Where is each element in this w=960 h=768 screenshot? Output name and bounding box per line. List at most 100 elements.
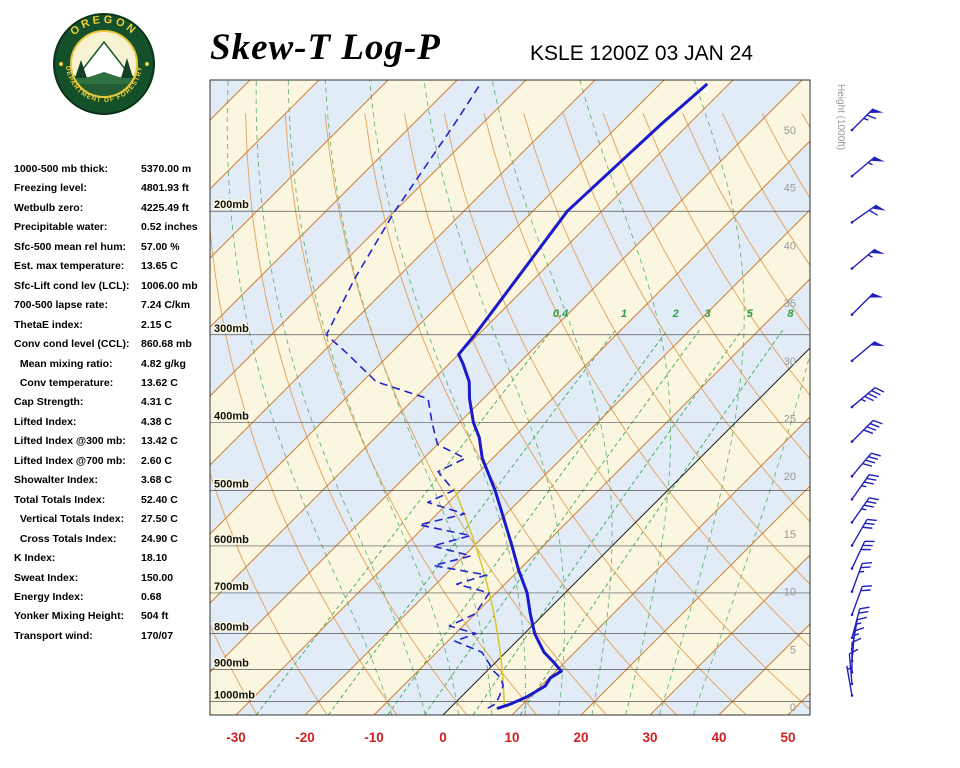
svg-text:5: 5 (747, 308, 754, 320)
index-row: Showalter Index: 3.68 C (14, 471, 214, 490)
wind-barb (850, 561, 873, 593)
svg-text:20: 20 (784, 471, 796, 483)
wind-barb (850, 156, 885, 178)
svg-text:-30: -30 (226, 730, 246, 745)
index-row: Lifted Index @700 mb: 2.60 C (14, 452, 214, 471)
svg-text:-20: -20 (295, 730, 315, 745)
index-label: Transport wind: (14, 629, 93, 642)
pressure-axis-labels: 200mb 300mb 400mb 500mb 600mb 700mb 800mb 900mb… (213, 198, 257, 703)
svg-text:35: 35 (784, 298, 796, 310)
wind-barb (850, 452, 881, 478)
index-row: Conv temperature: 13.62 C (14, 374, 214, 393)
index-label: Est. max temperature: (14, 260, 125, 273)
index-label: Lifted Index: (14, 415, 77, 428)
index-row: Vertical Totals Index: 27.50 C (14, 510, 214, 529)
index-value: 13.62 C (141, 376, 178, 389)
logo-dot-right (145, 62, 149, 66)
index-value: 7.24 C/km (141, 299, 191, 312)
index-value: 4.82 g/kg (141, 357, 186, 370)
index-row: Transport wind: 170/07 (14, 627, 214, 646)
index-label: Total Totals Index: (14, 493, 106, 506)
index-value: 2.15 C (141, 318, 172, 331)
index-row: Est. max temperature: 13.65 C (14, 257, 214, 276)
index-label: 700-500 lapse rate: (14, 299, 108, 312)
wind-barb (850, 585, 873, 616)
wind-barb (850, 292, 884, 316)
index-row: Total Totals Index: 52.40 C (14, 491, 214, 510)
logo-dot-left (59, 62, 63, 66)
svg-text:-10: -10 (364, 730, 384, 745)
wind-barb (850, 248, 885, 270)
index-row: Energy Index: 0.68 (14, 588, 214, 607)
svg-text:0: 0 (790, 702, 796, 714)
wind-barb (850, 387, 885, 409)
wind-barb (850, 606, 870, 640)
index-label: Conv temperature: (14, 376, 114, 389)
index-label: ThetaE index: (14, 318, 83, 331)
index-value: 0.52 inches (141, 221, 198, 234)
svg-text:40: 40 (784, 240, 796, 252)
index-value: 52.40 C (141, 493, 178, 506)
index-row: Sfc-500 mean rel hum: 57.00 % (14, 238, 214, 257)
plot-border (209, 79, 811, 716)
index-value: 4801.93 ft (141, 182, 189, 195)
height-axis-labels: 0 5 10 15 20 25 30 35 40 45 50 Height (1000ft) (784, 84, 846, 714)
index-row: Lifted Index: 4.38 C (14, 413, 214, 432)
index-value: 24.90 C (141, 532, 178, 545)
index-row: Freezing level: 4801.93 ft (14, 179, 214, 198)
wind-barb (850, 340, 885, 363)
svg-text:1000mb: 1000mb (214, 690, 255, 702)
odf-logo: OREGON DEPARTMENT OF FORESTRY (52, 12, 156, 121)
index-row: Precipitable water: 0.52 inches (14, 218, 214, 237)
svg-text:1: 1 (621, 308, 627, 320)
index-value: 5370.00 m (141, 163, 192, 175)
index-row: Sfc-Lift cond lev (LCL): 1006.00 mb (14, 277, 214, 296)
index-value: 2.60 C (141, 454, 172, 467)
wind-barb (850, 204, 886, 224)
svg-text:25: 25 (784, 414, 796, 426)
index-row: 1000-500 mb thick: 5370.00 m (14, 160, 214, 179)
index-value: 150.00 (141, 571, 174, 584)
index-label: Cross Totals Index: (14, 532, 117, 545)
svg-text:45: 45 (784, 183, 796, 195)
svg-text:40: 40 (711, 730, 726, 745)
index-row: Wetbulb zero: 4225.49 ft (14, 199, 214, 218)
station-datetime: KSLE 1200Z 03 JAN 24 (530, 42, 753, 65)
index-label: Sweat Index: (14, 571, 79, 584)
index-label: Freezing level: (14, 182, 87, 195)
index-label: Showalter Index: (14, 474, 99, 487)
index-row: Cap Strength: 4.31 C (14, 393, 214, 412)
index-row: Conv cond level (CCL): 860.68 mb (14, 335, 214, 354)
mixing-ratio-labels: 0.4 1 2 3 5 8 (553, 308, 794, 320)
tree-icon (121, 58, 133, 78)
wind-barb (848, 648, 859, 686)
svg-text:800mb: 800mb (214, 622, 249, 634)
index-value: 13.65 C (141, 260, 178, 273)
svg-text:600mb: 600mb (214, 534, 249, 546)
index-label: Cap Strength: (14, 396, 84, 409)
index-value: 57.00 % (141, 240, 180, 253)
index-label: Yonker Mixing Height: (14, 610, 125, 623)
svg-text:15: 15 (784, 529, 796, 541)
svg-text:50: 50 (780, 730, 795, 745)
index-value: 4.38 C (141, 415, 172, 428)
index-label: Energy Index: (14, 590, 84, 603)
index-value: 1006.00 mb (141, 279, 198, 292)
index-value: 504 ft (141, 610, 169, 623)
indices-panel: 1000-500 mb thick: 5370.00 m Freezing leve… (14, 160, 214, 646)
wind-barb (850, 474, 880, 501)
index-label: Sfc-Lift cond lev (LCL): (14, 279, 130, 292)
index-row: 700-500 lapse rate: 7.24 C/km (14, 296, 214, 315)
index-value: 170/07 (141, 629, 174, 642)
svg-text:8: 8 (787, 308, 794, 320)
tree-icon (75, 60, 87, 78)
svg-text:2: 2 (672, 308, 679, 320)
svg-text:0.4: 0.4 (553, 308, 568, 320)
index-row: Cross Totals Index: 24.90 C (14, 530, 214, 549)
index-value: 4225.49 ft (141, 201, 189, 214)
svg-text:700mb: 700mb (214, 581, 249, 593)
wind-barb (850, 540, 875, 570)
index-label: Sfc-500 mean rel hum: (14, 240, 127, 253)
svg-text:300mb: 300mb (214, 323, 249, 335)
